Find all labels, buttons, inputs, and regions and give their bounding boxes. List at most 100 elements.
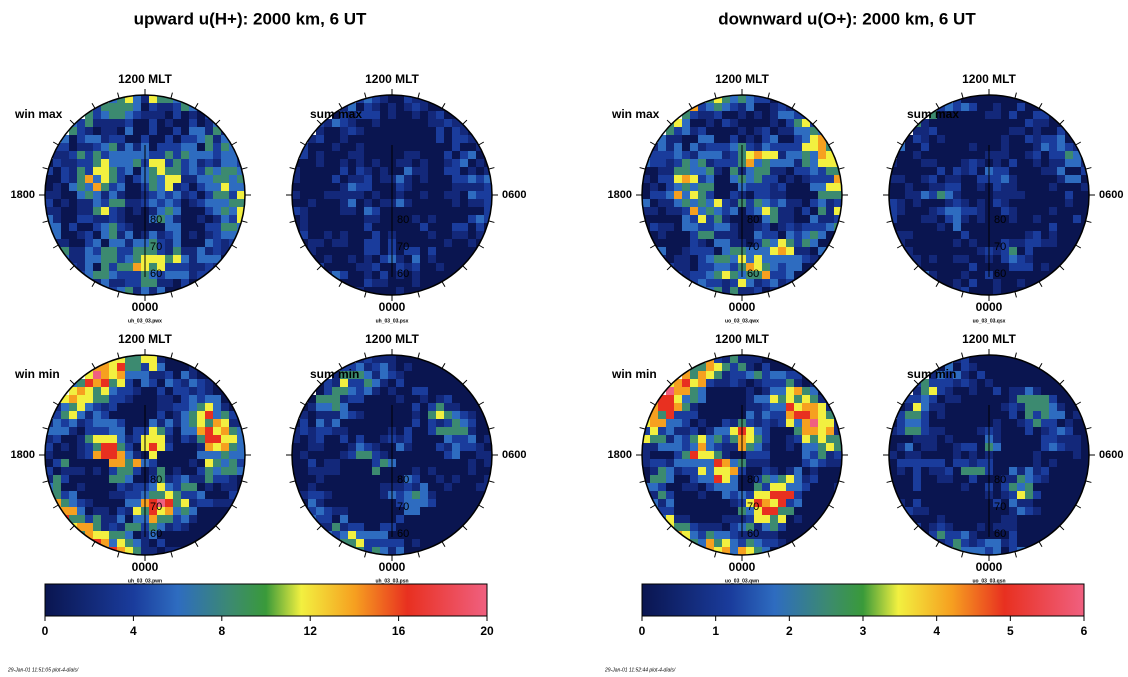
map-cell bbox=[332, 483, 341, 492]
bottom-label: 0000 bbox=[379, 560, 406, 574]
map-cell bbox=[666, 231, 675, 240]
map-cell bbox=[324, 247, 333, 256]
map-cell bbox=[961, 119, 970, 128]
map-cell bbox=[117, 95, 126, 104]
map-cell bbox=[746, 231, 755, 240]
map-cell bbox=[1049, 247, 1058, 256]
map-cell bbox=[396, 515, 405, 524]
map-cell bbox=[452, 239, 461, 248]
map-cell bbox=[818, 223, 827, 232]
map-cell bbox=[977, 379, 986, 388]
map-cell bbox=[420, 151, 429, 160]
map-cell bbox=[690, 371, 699, 380]
map-cell bbox=[69, 207, 78, 216]
map-cell bbox=[308, 411, 317, 420]
map-cell bbox=[953, 231, 962, 240]
map-cell bbox=[340, 183, 349, 192]
dial-tick bbox=[69, 379, 75, 385]
map-cell bbox=[149, 199, 158, 208]
map-cell bbox=[1033, 435, 1042, 444]
map-cell bbox=[372, 443, 381, 452]
map-cell bbox=[428, 475, 437, 484]
map-cell bbox=[913, 159, 922, 168]
map-cell bbox=[746, 363, 755, 372]
map-cell bbox=[961, 215, 970, 224]
map-cell bbox=[356, 459, 365, 468]
map-cell bbox=[420, 363, 429, 372]
map-cell bbox=[706, 247, 715, 256]
map-cell bbox=[1065, 395, 1074, 404]
map-cell bbox=[133, 523, 142, 532]
map-cell bbox=[794, 371, 803, 380]
bottom-label: 0000 bbox=[132, 560, 159, 574]
map-cell bbox=[165, 199, 174, 208]
map-cell bbox=[698, 467, 707, 476]
map-cell bbox=[332, 135, 341, 144]
map-cell bbox=[205, 151, 214, 160]
map-cell bbox=[666, 459, 675, 468]
map-cell bbox=[1017, 531, 1026, 540]
map-cell bbox=[834, 507, 842, 516]
map-cell bbox=[125, 191, 134, 200]
map-cell bbox=[1001, 215, 1010, 224]
map-cell bbox=[786, 191, 795, 200]
map-cell bbox=[452, 143, 461, 152]
map-cell bbox=[468, 531, 477, 540]
map-cell bbox=[658, 483, 667, 492]
map-cell bbox=[372, 483, 381, 492]
map-cell bbox=[666, 271, 675, 280]
map-cell bbox=[173, 539, 182, 548]
map-cell bbox=[420, 263, 429, 272]
map-cell bbox=[905, 135, 914, 144]
map-cell bbox=[897, 491, 906, 500]
map-cell bbox=[149, 231, 158, 240]
map-cell bbox=[770, 539, 779, 548]
map-cell bbox=[1001, 539, 1010, 548]
colorbar-label: 1 bbox=[712, 624, 719, 638]
map-cell bbox=[444, 411, 453, 420]
map-cell bbox=[85, 403, 94, 412]
map-cell bbox=[1009, 467, 1018, 476]
map-cell bbox=[412, 395, 421, 404]
map-cell bbox=[364, 239, 373, 248]
map-cell bbox=[977, 443, 986, 452]
map-cell bbox=[101, 135, 110, 144]
map-cell bbox=[173, 271, 182, 280]
map-cell bbox=[913, 451, 922, 460]
map-cell bbox=[133, 111, 142, 120]
map-cell bbox=[706, 223, 715, 232]
map-cell bbox=[165, 459, 174, 468]
map-cell bbox=[396, 255, 405, 264]
map-cell bbox=[698, 111, 707, 120]
map-cell bbox=[913, 151, 922, 160]
dial-tick bbox=[42, 427, 49, 430]
map-cell bbox=[189, 451, 198, 460]
map-cell bbox=[985, 287, 994, 295]
map-cell bbox=[953, 499, 962, 508]
map-cell bbox=[372, 135, 381, 144]
map-cell bbox=[921, 499, 930, 508]
map-cell bbox=[372, 223, 381, 232]
map-cell bbox=[1049, 119, 1058, 128]
map-cell bbox=[77, 199, 86, 208]
map-cell bbox=[436, 207, 445, 216]
map-cell bbox=[1017, 459, 1026, 468]
map-cell bbox=[969, 119, 978, 128]
map-cell bbox=[738, 111, 747, 120]
map-cell bbox=[412, 287, 421, 295]
map-cell bbox=[348, 363, 357, 372]
map-cell bbox=[1017, 507, 1026, 516]
map-cell bbox=[961, 507, 970, 516]
map-cell bbox=[953, 239, 962, 248]
map-cell bbox=[1025, 419, 1034, 428]
map-cell bbox=[658, 239, 667, 248]
map-cell bbox=[897, 419, 906, 428]
map-cell bbox=[189, 403, 198, 412]
map-cell bbox=[786, 435, 795, 444]
map-cell bbox=[770, 279, 779, 288]
map-cell bbox=[1009, 183, 1018, 192]
map-cell bbox=[770, 475, 779, 484]
map-cell bbox=[722, 183, 731, 192]
map-cell bbox=[770, 191, 779, 200]
map-cell bbox=[698, 499, 707, 508]
